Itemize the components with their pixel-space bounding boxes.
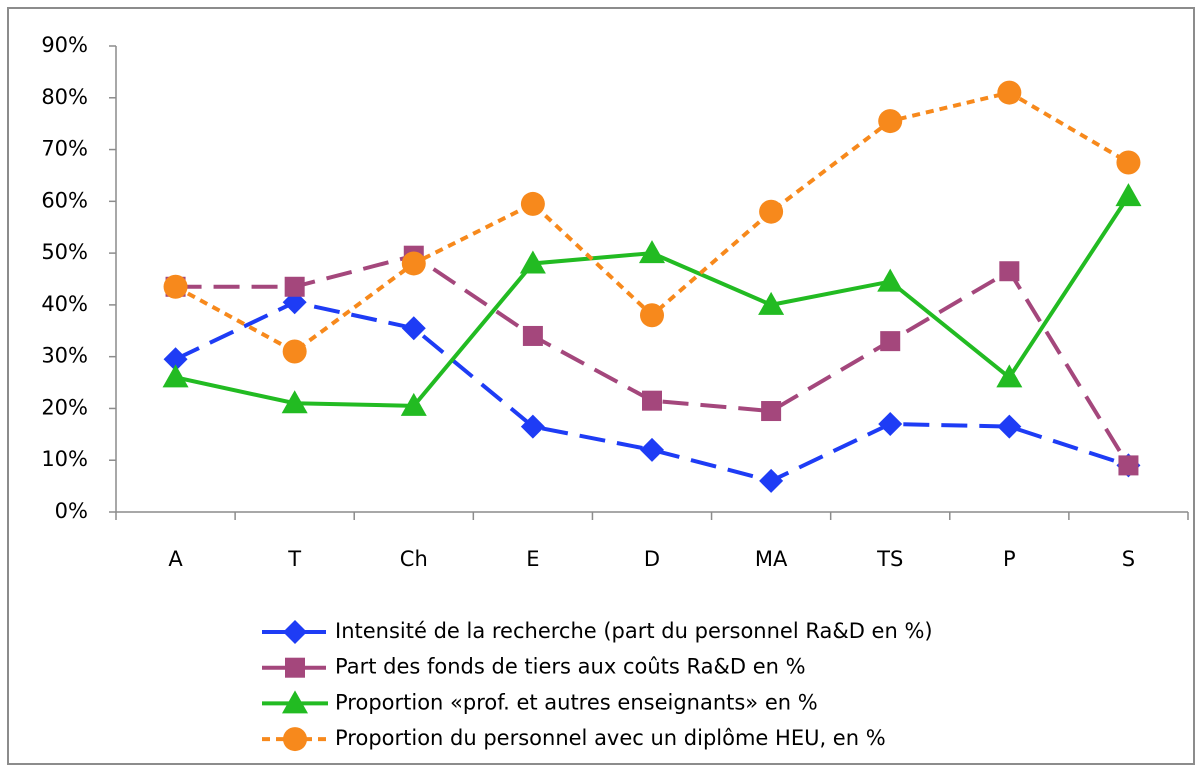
x-tick-label: MA bbox=[755, 547, 788, 571]
point bbox=[401, 316, 426, 341]
y-tick-label: 70% bbox=[41, 137, 88, 161]
y-tick-label: 10% bbox=[41, 447, 88, 471]
point bbox=[880, 331, 901, 352]
legend-marker bbox=[283, 727, 307, 752]
point bbox=[281, 390, 308, 414]
x-tick-label: TS bbox=[876, 547, 903, 571]
y-tick-label: 60% bbox=[41, 188, 88, 212]
point bbox=[162, 364, 189, 388]
point bbox=[878, 411, 903, 436]
chart-border bbox=[7, 7, 1195, 765]
point bbox=[878, 109, 903, 134]
point bbox=[759, 199, 784, 224]
x-tick-label: E bbox=[526, 547, 539, 571]
y-tick-label: 80% bbox=[41, 85, 88, 109]
point bbox=[400, 392, 427, 416]
point bbox=[640, 303, 664, 328]
legend-marker bbox=[282, 690, 308, 714]
legend-label: Proportion du personnel avec un diplôme … bbox=[335, 726, 886, 750]
y-tick-label: 20% bbox=[41, 395, 88, 419]
point bbox=[1115, 183, 1142, 207]
x-tick-label: D bbox=[644, 547, 660, 571]
point bbox=[519, 250, 546, 274]
y-tick-label: 90% bbox=[41, 33, 88, 57]
y-tick-label: 40% bbox=[41, 292, 88, 316]
x-tick-label: S bbox=[1122, 547, 1135, 571]
y-tick-label: 0% bbox=[55, 499, 88, 523]
point bbox=[520, 414, 545, 439]
x-tick-label: T bbox=[287, 547, 301, 571]
series-line bbox=[175, 253, 1131, 467]
point bbox=[997, 80, 1022, 105]
point bbox=[642, 390, 662, 411]
point bbox=[163, 347, 188, 372]
point bbox=[282, 339, 307, 364]
legend-label: Proportion «prof. et autres enseignants»… bbox=[335, 690, 818, 714]
point bbox=[996, 364, 1023, 388]
legend-marker bbox=[283, 620, 307, 644]
point bbox=[997, 414, 1022, 439]
point bbox=[284, 276, 305, 297]
point bbox=[640, 437, 664, 462]
point bbox=[163, 274, 188, 299]
point bbox=[520, 191, 545, 216]
point bbox=[761, 401, 782, 422]
x-tick-label: Ch bbox=[400, 547, 428, 571]
point bbox=[1118, 455, 1139, 476]
point bbox=[639, 240, 665, 264]
x-tick-label: P bbox=[1003, 547, 1016, 571]
point bbox=[522, 325, 543, 346]
point bbox=[401, 251, 426, 276]
legend-label: Part des fonds de tiers aux coûts Ra&D e… bbox=[335, 655, 806, 679]
point bbox=[1116, 150, 1141, 175]
x-tick-label: A bbox=[168, 547, 183, 571]
series-line bbox=[174, 300, 1130, 484]
legend-marker bbox=[285, 657, 305, 678]
y-tick-label: 30% bbox=[41, 344, 88, 368]
point bbox=[759, 468, 784, 493]
point bbox=[758, 291, 785, 315]
point bbox=[999, 261, 1020, 282]
y-tick-label: 50% bbox=[41, 240, 88, 264]
point bbox=[877, 268, 904, 292]
legend-label: Intensité de la recherche (part du perso… bbox=[335, 619, 933, 643]
